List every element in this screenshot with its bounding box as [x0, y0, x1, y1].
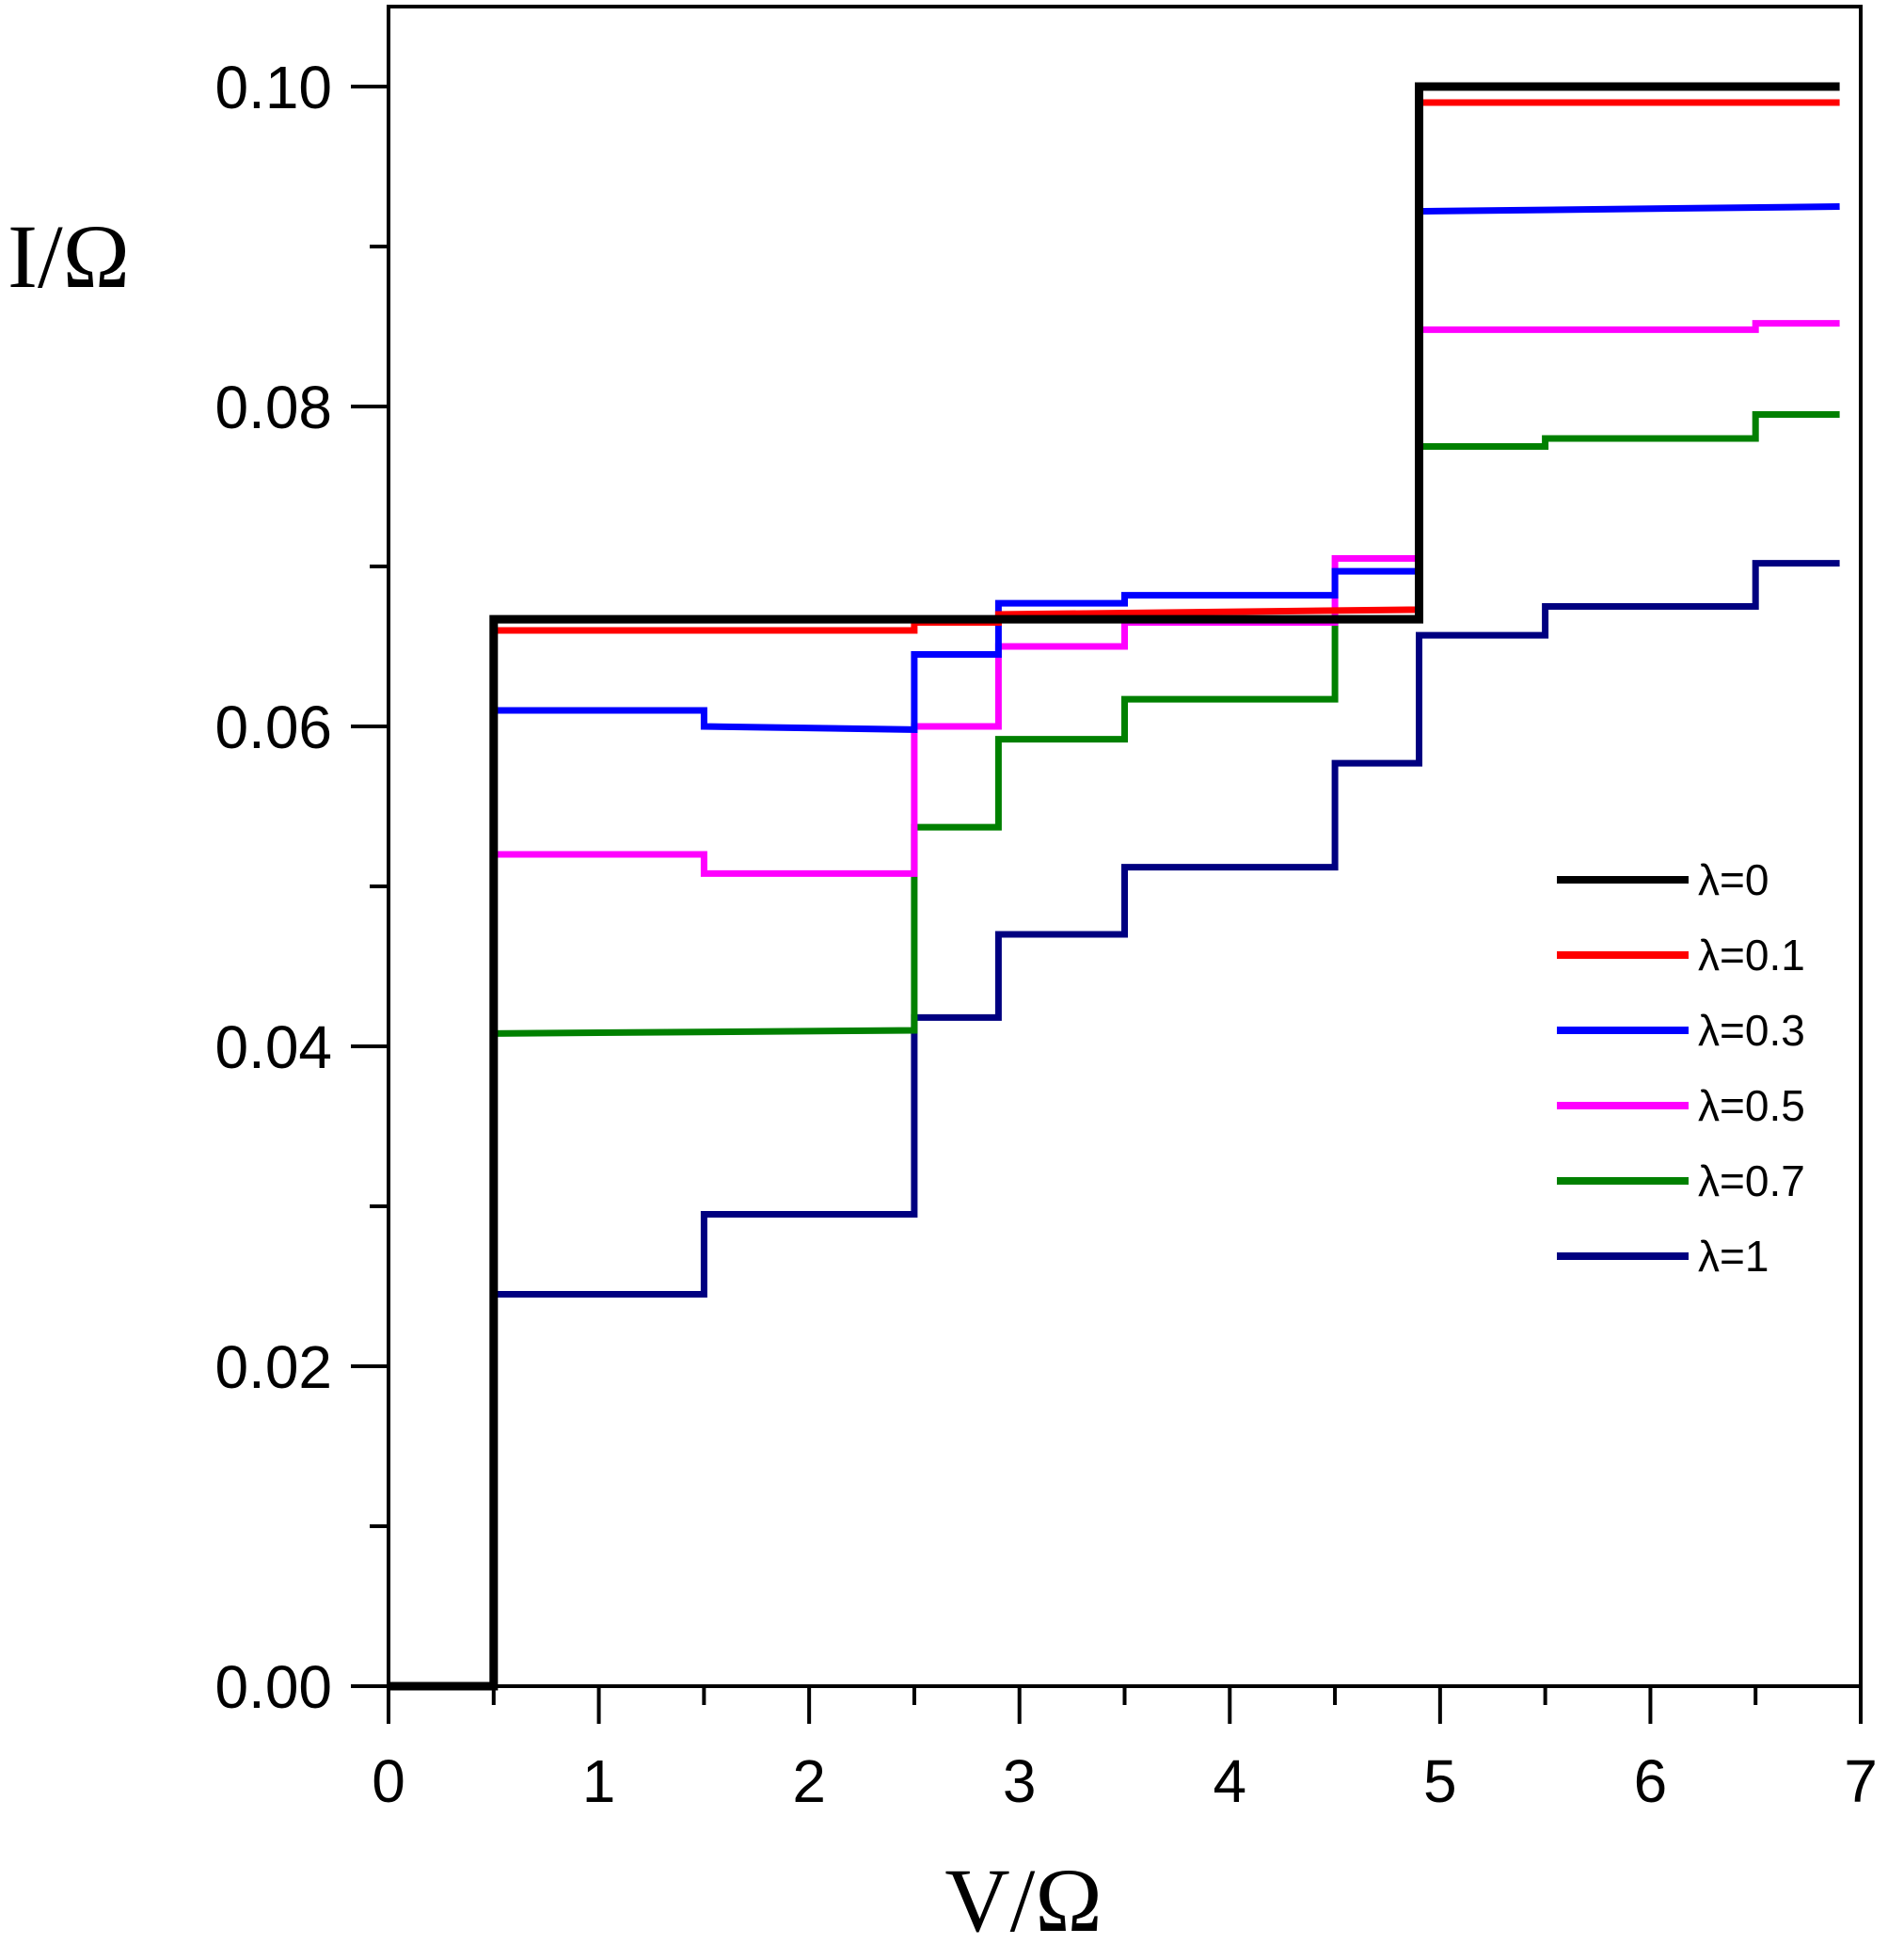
x-tick-label: 1 [582, 1747, 616, 1815]
x-tick-label: 3 [1003, 1747, 1037, 1815]
y-axis-title: I/Ω [8, 206, 130, 307]
series-line [493, 99, 1840, 634]
y-tick-label: 0.06 [214, 693, 332, 761]
y-tick-label: 0.02 [214, 1333, 332, 1401]
series-line [493, 203, 1840, 733]
x-axis-ticks: 0 1 2 3 4 5 6 7 [372, 1686, 1878, 1815]
y-tick-label: 0.04 [214, 1013, 332, 1081]
legend: λ=0 λ=0.1 λ=0.3 λ=0.5 λ=0.7 λ=1 [1557, 855, 1805, 1281]
y-tick-label: 0.10 [214, 54, 332, 121]
series-line [493, 411, 1840, 1037]
x-tick-label: 5 [1423, 1747, 1457, 1815]
x-tick-label: 7 [1844, 1747, 1878, 1815]
legend-label: λ=0.7 [1698, 1156, 1805, 1205]
series-line [389, 82, 1840, 1691]
x-tick-label: 6 [1634, 1747, 1668, 1815]
legend-label: λ=0 [1698, 855, 1769, 904]
series-line [493, 320, 1840, 877]
x-tick-label: 0 [372, 1747, 405, 1815]
legend-label: λ=1 [1698, 1232, 1769, 1281]
legend-label: λ=0.3 [1698, 1006, 1805, 1055]
y-axis-ticks: 0.00 0.02 0.04 0.06 0.08 0.10 [214, 54, 389, 1721]
legend-label: λ=0.1 [1698, 931, 1805, 980]
x-tick-label: 4 [1213, 1747, 1246, 1815]
x-tick-label: 2 [792, 1747, 826, 1815]
series-layer [389, 82, 1840, 1691]
plot-frame [387, 5, 1863, 1688]
y-tick-label: 0.08 [214, 374, 332, 441]
y-tick-label: 0.00 [214, 1653, 332, 1721]
x-axis-title: V/Ω [944, 1850, 1102, 1951]
legend-label: λ=0.5 [1698, 1081, 1805, 1130]
series-line [493, 560, 1840, 1298]
